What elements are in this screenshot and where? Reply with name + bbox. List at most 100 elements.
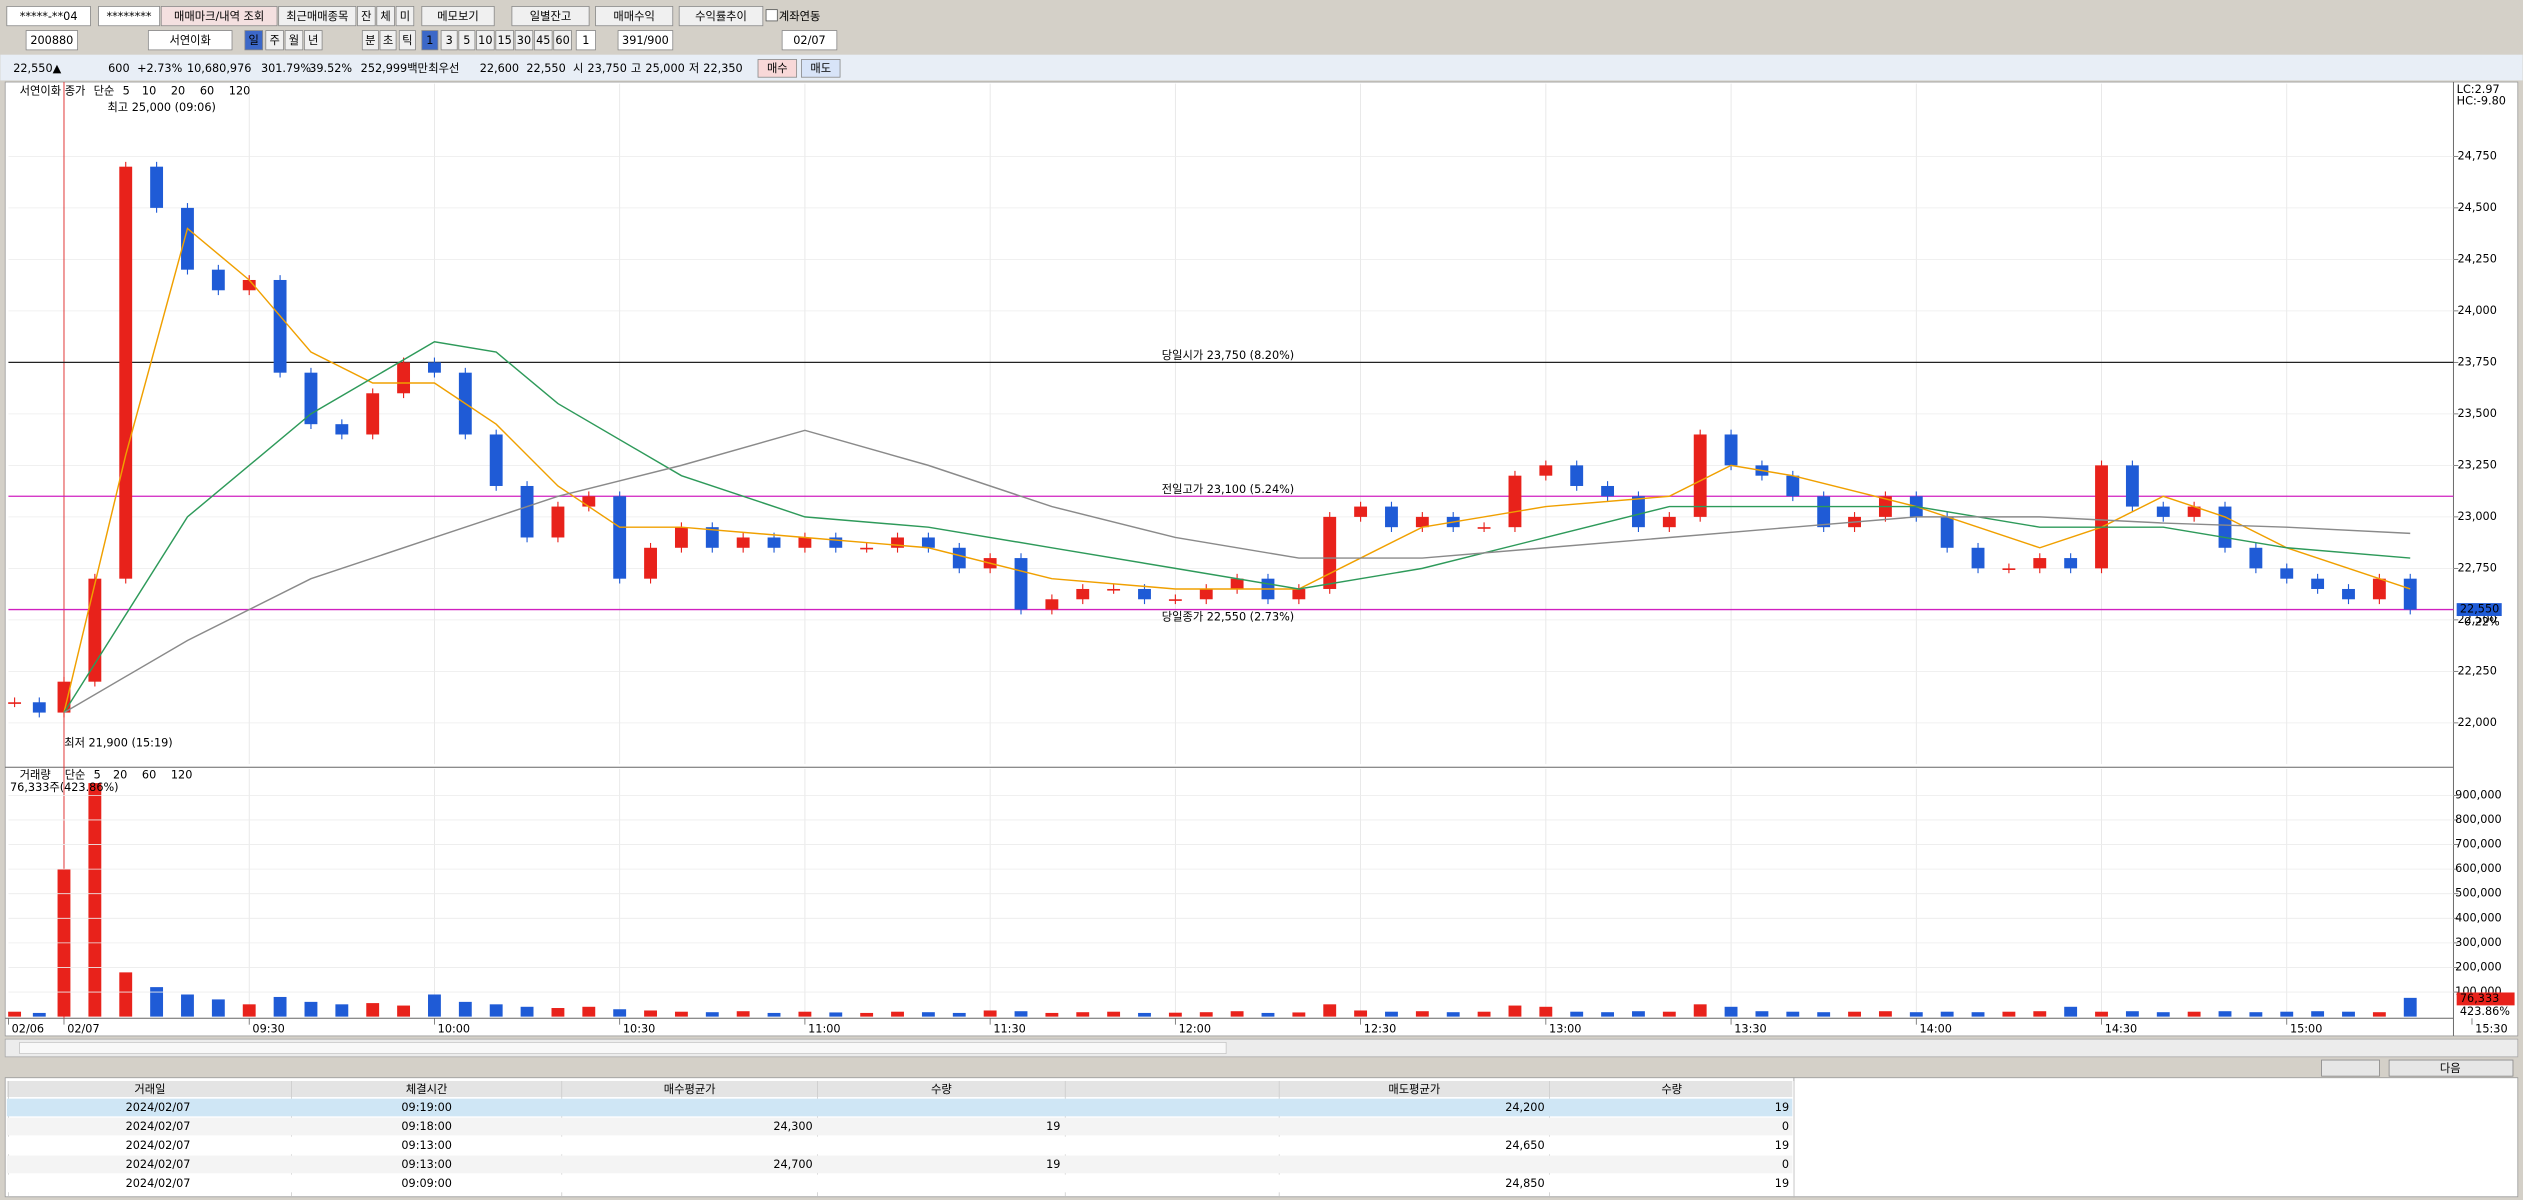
- candle: [1014, 558, 1028, 610]
- toolbar-label[interactable]: ********: [107, 10, 152, 23]
- checkbox[interactable]: [765, 9, 778, 22]
- last-volume-label: 76,333: [2460, 992, 2499, 1005]
- toolbar-label[interactable]: 일: [249, 33, 259, 47]
- toolbar-button[interactable]: [303, 30, 323, 51]
- candle: [2187, 506, 2201, 517]
- toolbar-label[interactable]: 초: [383, 34, 393, 47]
- price-box-change: -0.22%: [2460, 615, 2500, 628]
- volume-bar: [952, 1012, 966, 1017]
- toolbar-button[interactable]: [440, 30, 458, 51]
- toolbar-button[interactable]: [575, 30, 596, 51]
- next-button-label[interactable]: 다음: [2440, 1062, 2461, 1075]
- toolbar-button[interactable]: [376, 6, 395, 27]
- toolbar-button[interactable]: [421, 30, 439, 51]
- scroll-thumb[interactable]: [19, 1042, 1227, 1054]
- candle: [921, 537, 935, 548]
- toolbar-label[interactable]: 분: [365, 34, 375, 47]
- toolbar-label[interactable]: 3: [446, 34, 453, 47]
- table-row[interactable]: [6, 1098, 1793, 1117]
- toolbar-label[interactable]: 매도: [810, 62, 831, 75]
- toolbar-button[interactable]: [357, 6, 376, 27]
- toolbar-button[interactable]: [514, 30, 534, 51]
- toolbar-label[interactable]: 잔: [361, 10, 371, 23]
- toolbar-label[interactable]: 틱: [402, 34, 412, 47]
- toolbar-button[interactable]: [6, 6, 91, 27]
- next-button[interactable]: [2388, 1059, 2514, 1077]
- toolbar-button[interactable]: [476, 30, 495, 51]
- toolbar-label[interactable]: 수익률추이: [695, 10, 747, 23]
- table-header-bg: [6, 1080, 1793, 1098]
- toolbar-button[interactable]: [284, 30, 304, 51]
- table-row[interactable]: [6, 1155, 1793, 1174]
- table-row[interactable]: [6, 1174, 1793, 1193]
- toolbar-button[interactable]: [678, 6, 764, 27]
- toolbar-label[interactable]: 200880: [30, 34, 73, 47]
- toolbar-button[interactable]: [458, 30, 476, 51]
- toolbar-label[interactable]: 체: [380, 10, 390, 23]
- toolbar-label[interactable]: 메모보기: [437, 10, 478, 23]
- toolbar-label[interactable]: 02/07: [793, 34, 825, 47]
- toolbar-button[interactable]: [265, 30, 284, 51]
- toolbar-label[interactable]: 5: [463, 34, 470, 47]
- toolbar-label[interactable]: 391/900: [622, 34, 669, 47]
- toolbar-label[interactable]: 주: [269, 34, 279, 47]
- volume-bar: [1415, 1011, 1429, 1017]
- toolbar-button[interactable]: [495, 30, 514, 51]
- toolbar-button[interactable]: [25, 30, 78, 51]
- toolbar-button[interactable]: [421, 6, 495, 27]
- volume-bar: [88, 783, 102, 1017]
- toolbar-label[interactable]: 1: [582, 34, 589, 47]
- toolbar-button[interactable]: [511, 6, 590, 27]
- volume-bar: [428, 994, 441, 1017]
- toolbar-label[interactable]: 매매수익: [613, 10, 654, 23]
- toolbar-label: 600: [108, 62, 129, 75]
- toolbar-label[interactable]: 서연이화: [169, 34, 210, 47]
- toolbar-button[interactable]: [98, 6, 161, 27]
- table-row[interactable]: [6, 1136, 1793, 1155]
- toolbar-button[interactable]: [801, 59, 841, 78]
- volume-bar: [2403, 997, 2417, 1017]
- legend-item: 60: [142, 768, 156, 781]
- toolbar-button[interactable]: [534, 30, 553, 51]
- toolbar-label[interactable]: 매수: [767, 62, 788, 75]
- toolbar-label[interactable]: 45: [536, 34, 550, 47]
- toolbar-label[interactable]: 최근매매종목: [286, 10, 348, 23]
- table-row[interactable]: [6, 1117, 1793, 1136]
- toolbar-label[interactable]: 10: [478, 34, 492, 47]
- toolbar-label[interactable]: 15: [497, 34, 511, 47]
- toolbar-label[interactable]: 미: [400, 10, 410, 23]
- toolbar-button[interactable]: [617, 30, 674, 51]
- volume-bar: [181, 994, 194, 1017]
- toolbar-label[interactable]: *****-**04: [20, 10, 78, 23]
- table-cell: 24,650: [1505, 1139, 1544, 1152]
- y-tick-label: 23,500: [2458, 407, 2497, 420]
- toolbar-button[interactable]: [278, 6, 357, 27]
- toolbar-label: +2.73%: [137, 62, 182, 75]
- volume-bar: [1878, 1011, 1892, 1017]
- toggle-button[interactable]: [2321, 1059, 2380, 1077]
- toolbar-button[interactable]: [595, 6, 674, 27]
- volume-bar: [1817, 1012, 1831, 1017]
- toolbar-button[interactable]: [398, 30, 416, 51]
- volume-bar: [1477, 1011, 1491, 1017]
- toolbar-label[interactable]: 매매마크/내역 조회: [174, 10, 264, 23]
- toolbar-button[interactable]: [147, 30, 233, 51]
- toolbar-button[interactable]: [361, 30, 379, 51]
- toolbar-button[interactable]: [553, 30, 572, 51]
- toolbar-label[interactable]: 년: [308, 34, 318, 47]
- toolbar-button[interactable]: [757, 59, 798, 78]
- y-tick-label: 22,250: [2458, 664, 2497, 677]
- toolbar-button[interactable]: [379, 30, 397, 51]
- toolbar-button[interactable]: [160, 6, 278, 27]
- candle: [211, 269, 225, 291]
- toolbar-label[interactable]: 60: [555, 34, 569, 47]
- toolbar-button[interactable]: [781, 30, 838, 51]
- toolbar-label[interactable]: 월: [289, 34, 299, 47]
- x-tick-label: 12:30: [1364, 1022, 1396, 1035]
- toolbar-label[interactable]: 일별잔고: [530, 9, 571, 23]
- toolbar-label[interactable]: 30: [517, 34, 531, 47]
- toolbar-button[interactable]: [395, 6, 415, 27]
- toolbar-label[interactable]: 1: [426, 34, 433, 47]
- volume-bar: [798, 1011, 812, 1017]
- toolbar-button[interactable]: [244, 30, 263, 51]
